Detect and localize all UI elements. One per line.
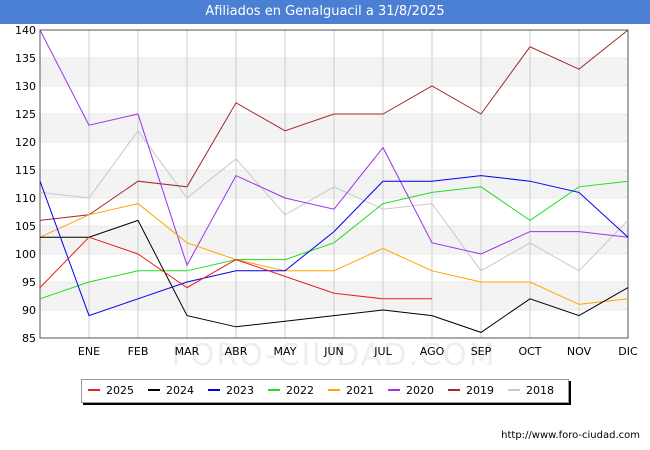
y-tick-label: 105 <box>15 220 36 233</box>
series-line-2025 <box>39 236 432 300</box>
y-tick-label: 100 <box>15 248 36 261</box>
series-line-2024 <box>40 219 629 333</box>
x-tick-label: JUL <box>373 345 392 358</box>
watermark: FORO-CIUDAD.COM <box>172 338 497 373</box>
x-tick-label: OCT <box>518 345 541 358</box>
legend-item-2025: 2025 <box>88 380 134 402</box>
y-tick-label: 125 <box>15 108 36 121</box>
series-line-2022 <box>39 180 629 300</box>
source-url: http://www.foro-ciudad.com <box>501 430 640 441</box>
legend-item-2022: 2022 <box>268 380 314 402</box>
y-tick-label: 130 <box>15 80 36 93</box>
legend-label: 2021 <box>346 384 374 397</box>
y-tick-label: 90 <box>22 304 36 317</box>
legend-label: 2020 <box>406 384 434 397</box>
legend-swatch <box>208 389 220 391</box>
legend-swatch <box>88 389 100 391</box>
y-tick-label: 95 <box>22 276 36 289</box>
legend-label: 2025 <box>106 384 134 397</box>
legend-item-2023: 2023 <box>208 380 254 402</box>
x-tick-label: JUN <box>323 345 344 358</box>
legend-swatch <box>328 389 340 391</box>
x-tick-label: DIC <box>618 345 638 358</box>
series-line-2021 <box>39 203 629 305</box>
y-tick-label: 120 <box>15 136 36 149</box>
legend-item-2018: 2018 <box>508 380 554 402</box>
x-tick-label: MAY <box>274 345 297 358</box>
legend-item-2019: 2019 <box>448 380 494 402</box>
y-tick-label: 140 <box>15 24 36 37</box>
legend-item-2020: 2020 <box>388 380 434 402</box>
y-tick-label: 110 <box>15 192 36 205</box>
y-tick-label: 115 <box>15 164 36 177</box>
y-tick-label: 135 <box>15 52 36 65</box>
legend-swatch <box>148 389 160 391</box>
legend-swatch <box>508 389 520 391</box>
x-tick-label: ABR <box>225 345 248 358</box>
plot-border <box>39 29 629 339</box>
series-line-2018 <box>39 129 629 272</box>
legend-item-2021: 2021 <box>328 380 374 402</box>
chart-legend: 2025 2024 2023 2022 2021 2020 2019 2018 <box>81 379 569 403</box>
x-tick-label: ENE <box>78 345 100 358</box>
y-tick-label: 85 <box>22 332 36 345</box>
x-tick-label: MAR <box>175 345 200 358</box>
legend-swatch <box>388 389 400 391</box>
legend-swatch <box>268 389 280 391</box>
series-line-2020 <box>39 29 629 267</box>
x-tick-label: NOV <box>567 345 592 358</box>
x-tick-label: AGO <box>420 345 445 358</box>
legend-item-2024: 2024 <box>148 380 194 402</box>
legend-label: 2019 <box>466 384 494 397</box>
x-tick-label: FEB <box>128 345 149 358</box>
legend-label: 2024 <box>166 384 194 397</box>
series-line-2023 <box>39 175 629 317</box>
chart-title: Afiliados en Genalguacil a 31/8/2025 <box>0 0 650 24</box>
legend-label: 2023 <box>226 384 254 397</box>
series-line-2019 <box>39 29 629 221</box>
legend-label: 2022 <box>286 384 314 397</box>
legend-swatch <box>448 389 460 391</box>
legend-label: 2018 <box>526 384 554 397</box>
x-tick-label: SEP <box>471 345 492 358</box>
